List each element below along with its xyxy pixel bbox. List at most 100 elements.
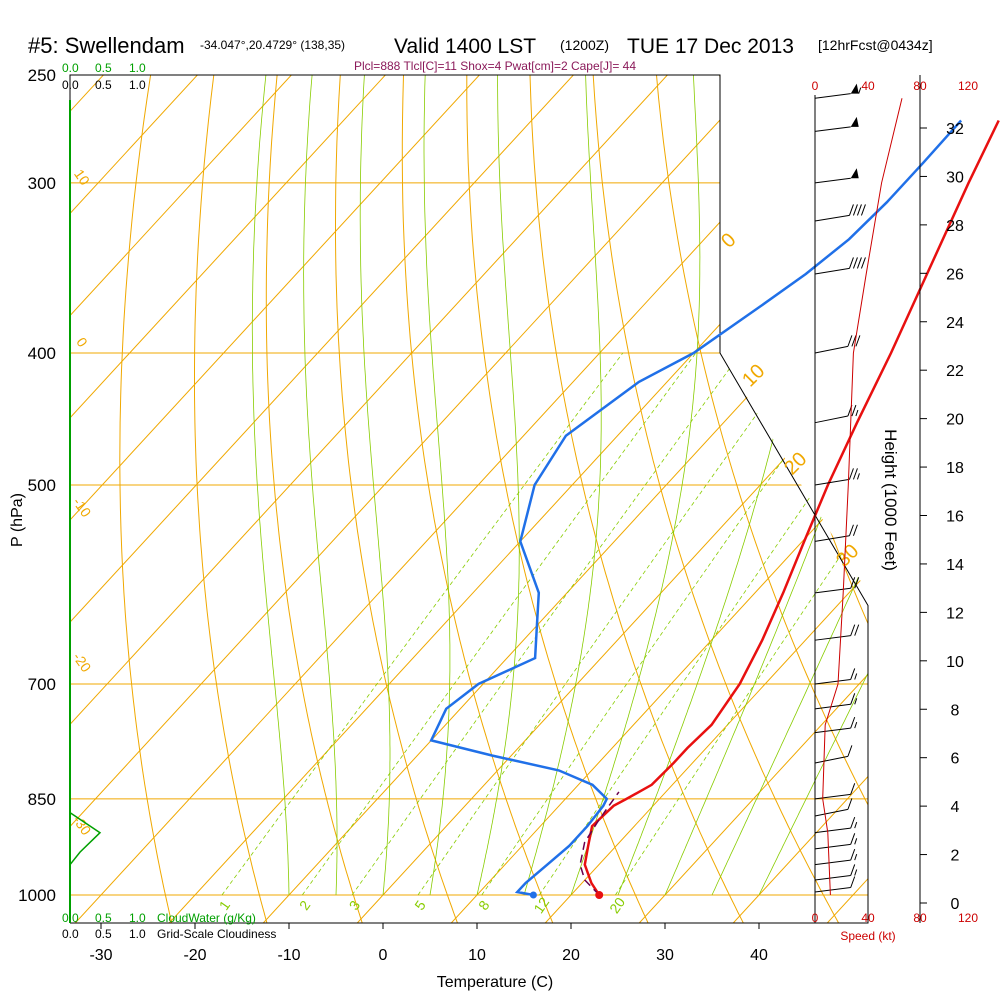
isotherm-label: 0 bbox=[73, 334, 91, 350]
isotherm-line bbox=[70, 75, 502, 923]
height-tick-label: 26 bbox=[946, 266, 964, 283]
dry-adiabat bbox=[591, 75, 840, 923]
wind-barb-shaft bbox=[814, 93, 851, 99]
moist-adiabat bbox=[303, 75, 338, 896]
zulu-time: (1200Z) bbox=[560, 37, 609, 53]
wind-barb-half-feather bbox=[854, 853, 858, 861]
mixing-ratio-label: 5 bbox=[411, 897, 429, 913]
station-coords: -34.047°,20.4729° (138,35) bbox=[200, 38, 345, 52]
mixing-ratio-label: 2 bbox=[296, 897, 314, 913]
isotherm-line bbox=[70, 75, 784, 923]
temperature-tick-label: 40 bbox=[750, 947, 768, 964]
height-tick-label: 16 bbox=[946, 509, 964, 526]
temperature-tick-label: 20 bbox=[562, 947, 580, 964]
height-tick-label: 30 bbox=[946, 169, 964, 186]
wind-barb-feather bbox=[855, 335, 861, 347]
cloudwater-tick-top: 1.0 bbox=[129, 61, 146, 75]
wind-barb-feather bbox=[850, 783, 856, 795]
wind-barb bbox=[814, 168, 859, 184]
dry-adiabat bbox=[335, 75, 459, 923]
cloudiness-label: Grid-Scale Cloudiness bbox=[157, 927, 276, 941]
wind-barb bbox=[814, 745, 853, 764]
dry-adiabat bbox=[529, 75, 745, 923]
wind-barb-shaft bbox=[814, 535, 850, 542]
wind-barb-feather bbox=[850, 716, 856, 729]
height-tick-label: 2 bbox=[951, 848, 960, 865]
height-tick-label: 20 bbox=[946, 412, 964, 429]
speed-tick-top: 120 bbox=[958, 79, 978, 93]
wind-barb-shaft bbox=[814, 886, 851, 893]
wind-barb-feather bbox=[850, 668, 856, 680]
isotherm-line bbox=[732, 75, 868, 923]
dry-adiabat bbox=[401, 75, 554, 923]
temperature-tick-label: -10 bbox=[277, 947, 300, 964]
wind-barb-feather bbox=[851, 404, 857, 417]
wind-barb-pennant bbox=[850, 116, 859, 127]
pressure-tick-label: 500 bbox=[28, 476, 56, 495]
wind-barb bbox=[814, 204, 866, 222]
wind-barb-shaft bbox=[814, 827, 851, 834]
wind-barb bbox=[814, 833, 858, 850]
pressure-tick-label: 850 bbox=[28, 790, 56, 809]
wind-barb bbox=[814, 693, 858, 710]
forecast-tag: [12hrFcst@0434z] bbox=[818, 37, 933, 53]
wind-barb-shaft bbox=[814, 843, 851, 850]
cloudiness-tick-bottom: 1.0 bbox=[129, 927, 146, 941]
moist-adiabat bbox=[523, 75, 602, 896]
isotherm-label: 10 bbox=[71, 166, 93, 188]
wind-barb-feather bbox=[850, 876, 856, 888]
wind-barb bbox=[814, 524, 858, 542]
wind-barb-shaft bbox=[814, 793, 851, 800]
isotherm-line bbox=[70, 75, 408, 923]
valid-time: Valid 1400 LST bbox=[394, 35, 536, 58]
temperature-profile-line bbox=[583, 119, 1000, 896]
wind-barb-feather bbox=[850, 833, 856, 845]
wind-barb-feather bbox=[848, 204, 854, 216]
wind-barb-feather bbox=[854, 577, 860, 589]
surface-dewpoint-point bbox=[529, 891, 537, 899]
temperature-tick-label: 30 bbox=[656, 947, 674, 964]
wind-barb bbox=[814, 848, 858, 866]
mixing-ratio-label: 20 bbox=[606, 894, 628, 916]
speed-tick-bottom: 120 bbox=[958, 911, 978, 925]
isotherm-line bbox=[74, 75, 868, 923]
height-axis-title: Height (1000 Feet) bbox=[881, 429, 900, 571]
moist-adiabat bbox=[251, 75, 290, 896]
wind-barb-shaft bbox=[814, 345, 849, 354]
isotherm-line bbox=[356, 75, 868, 923]
wind-barb bbox=[814, 335, 861, 354]
wind-barb bbox=[814, 577, 860, 594]
wind-barb-feather bbox=[850, 864, 856, 876]
height-tick-label: 18 bbox=[946, 460, 964, 477]
cloudwater-tick-top: 0.0 bbox=[62, 61, 79, 75]
mixing-ratio-line bbox=[301, 352, 697, 896]
wind-barb-half-feather bbox=[858, 87, 862, 94]
parcel-profile-line bbox=[579, 791, 620, 896]
wind-barb-half-feather bbox=[854, 698, 858, 705]
wind-barb bbox=[814, 783, 856, 800]
cloudwater-tick-bottom: 0.0 bbox=[62, 911, 79, 925]
wind-barb-half-feather bbox=[855, 409, 859, 417]
wind-barb-shaft bbox=[814, 703, 851, 710]
wind-barb-shaft bbox=[814, 755, 849, 764]
speed-tick-bottom: 40 bbox=[861, 911, 875, 925]
wind-barb-feather bbox=[852, 204, 858, 216]
isotherm-label: 30 bbox=[832, 540, 863, 571]
wind-barb bbox=[814, 257, 866, 275]
wind-barb-feather bbox=[850, 693, 856, 705]
isotherm-line bbox=[70, 75, 220, 923]
stability-indices: Plcl=888 Tlcl[C]=11 Shox=4 Pwat[cm]=2 Ca… bbox=[354, 59, 636, 73]
isotherm-label: -20 bbox=[70, 649, 95, 675]
height-tick-label: 8 bbox=[951, 702, 960, 719]
wind-barb-feather bbox=[850, 816, 856, 829]
speed-tick-top: 0 bbox=[812, 79, 819, 93]
wind-barb-feather bbox=[856, 204, 862, 216]
isotherm-label: -30 bbox=[70, 812, 95, 838]
mixing-ratio-line bbox=[417, 352, 801, 896]
y-axis-title: P (hPa) bbox=[9, 493, 26, 547]
wind-barb-shaft bbox=[814, 214, 850, 222]
wind-barb-shaft bbox=[814, 859, 851, 866]
height-tick-label: 22 bbox=[946, 363, 964, 380]
wind-barb-shaft bbox=[814, 874, 851, 881]
